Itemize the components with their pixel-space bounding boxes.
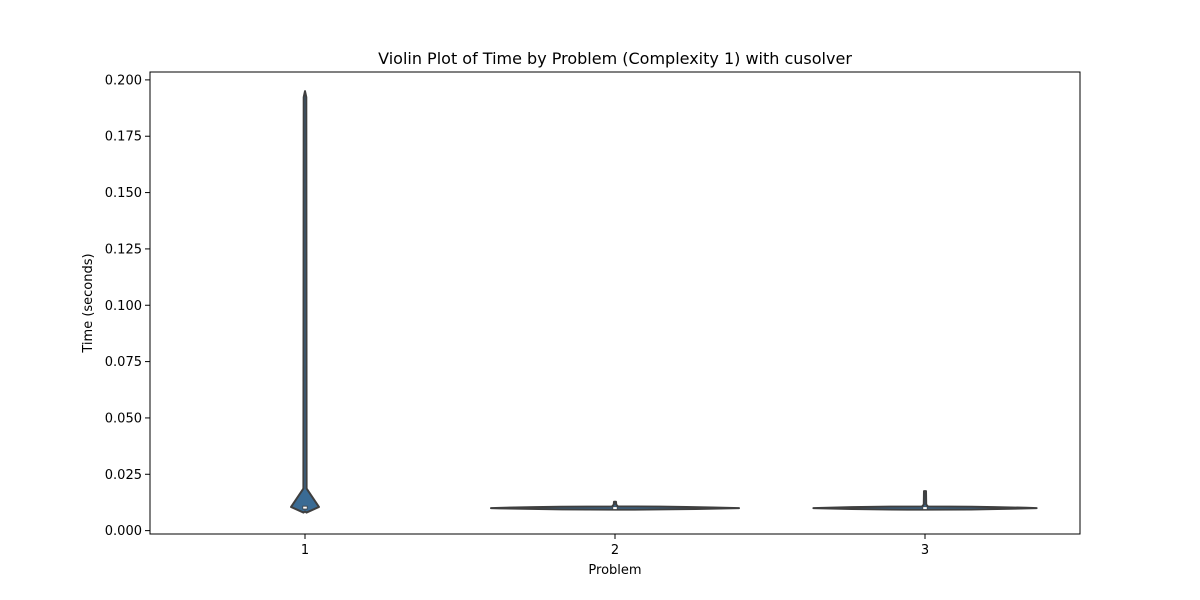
x-tick-label: 3 xyxy=(921,543,929,558)
y-tick-label: 0.050 xyxy=(105,411,142,426)
chart-title: Violin Plot of Time by Problem (Complexi… xyxy=(378,49,852,68)
violins-layer xyxy=(290,90,1038,514)
x-axis-label: Problem xyxy=(588,563,641,578)
violin-median-1 xyxy=(303,506,307,509)
y-tick-label: 0.175 xyxy=(105,130,142,145)
violin-median-2 xyxy=(613,507,617,510)
y-axis-label: Time (seconds) xyxy=(81,253,96,353)
y-tick-label: 0.000 xyxy=(105,524,142,539)
x-tick-label: 2 xyxy=(611,543,619,558)
y-tick-label: 0.125 xyxy=(105,242,142,257)
y-tick-label: 0.075 xyxy=(105,355,142,370)
violin-body-3 xyxy=(812,490,1038,511)
x-axis: 1 2 3 xyxy=(301,534,929,558)
violin-body-2 xyxy=(490,500,740,511)
x-tick-label: 1 xyxy=(301,543,309,558)
y-tick-label: 0.200 xyxy=(105,73,142,88)
violin-median-3 xyxy=(923,507,927,510)
y-tick-label: 0.100 xyxy=(105,299,142,314)
violin-body-1 xyxy=(290,90,320,514)
y-tick-label: 0.025 xyxy=(105,468,142,483)
y-tick-label: 0.150 xyxy=(105,186,142,201)
y-axis: 0.000 0.025 0.050 0.075 0.100 0.125 0.150 0.175… xyxy=(105,73,150,539)
plot-frame xyxy=(149,71,1081,535)
